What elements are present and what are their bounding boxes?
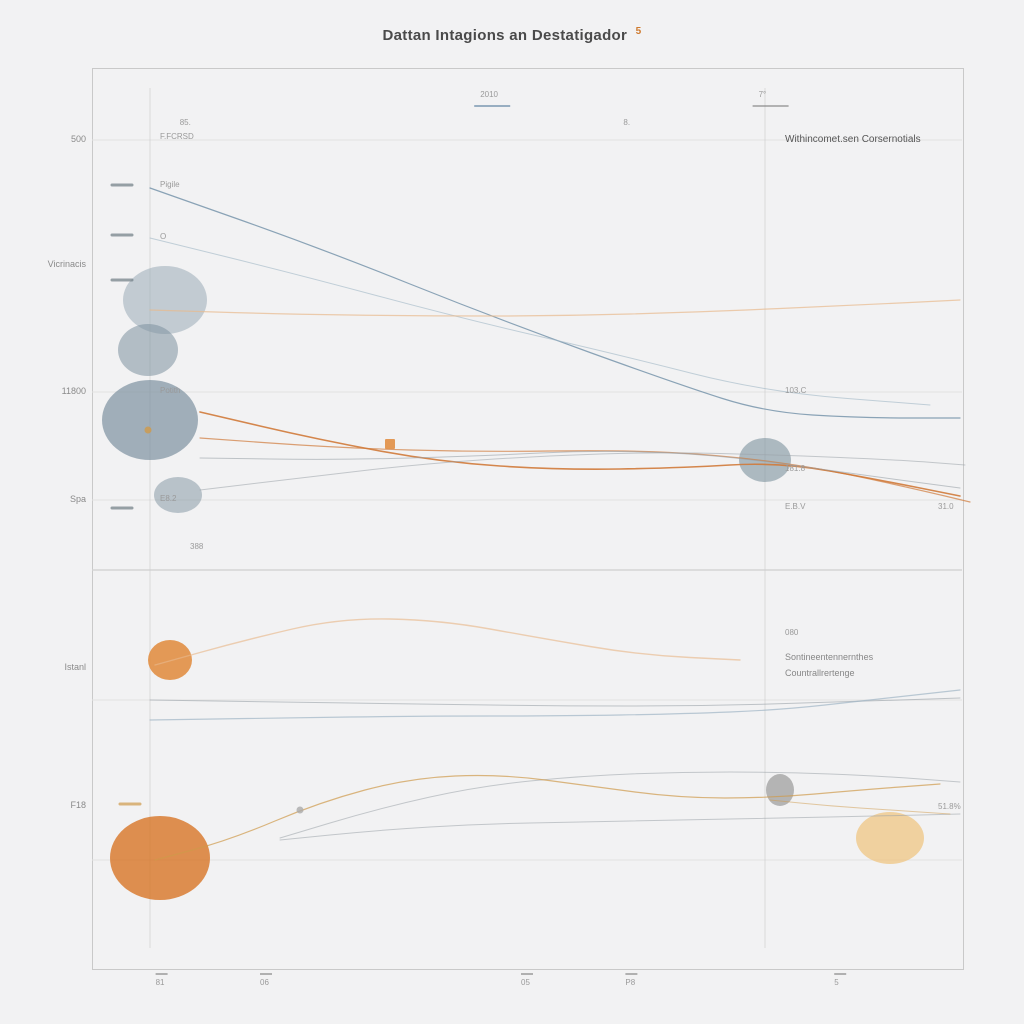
chart-label: 06 [260, 978, 269, 987]
chart-label: 8. [623, 118, 630, 127]
chart-label: 080 [785, 628, 798, 637]
chart-label: Sontineentennernthes [785, 652, 873, 662]
chart-label: O [160, 232, 166, 241]
chart-label: E.B.V [785, 502, 805, 511]
chart-label: 7° [759, 90, 767, 99]
chart-label: F.FCRSD [160, 132, 194, 141]
chart-label: Withincomet.sen Corsernotials [785, 134, 921, 145]
chart-label: 81 [156, 978, 165, 987]
chart-svg [0, 0, 1024, 1024]
y-axis-label: Vicrinacis [26, 259, 86, 269]
chart-label: 181.8 [785, 464, 805, 473]
y-axis-label: 11800 [26, 386, 86, 396]
y-axis-label: 500 [26, 134, 86, 144]
y-axis-label: F18 [26, 800, 86, 810]
chart-label: 2010 [480, 90, 498, 99]
chart-label: 5 [834, 978, 838, 987]
chart-label: 51.8% [938, 802, 961, 811]
chart-label: 31.0 [938, 502, 954, 511]
chart-label: E8.2 [160, 494, 176, 503]
chart-label: Countrallrertenge [785, 668, 855, 678]
chart-label: 388 [190, 542, 203, 551]
chart-label: Pigile [160, 180, 180, 189]
chart-label: 103.C [785, 386, 806, 395]
y-axis-label: Spa [26, 494, 86, 504]
chart-label: 85. [180, 118, 191, 127]
chart-label: Potith [160, 386, 180, 395]
chart-label: P8 [625, 978, 635, 987]
y-axis-label: Istanl [26, 662, 86, 672]
chart-label: 05 [521, 978, 530, 987]
